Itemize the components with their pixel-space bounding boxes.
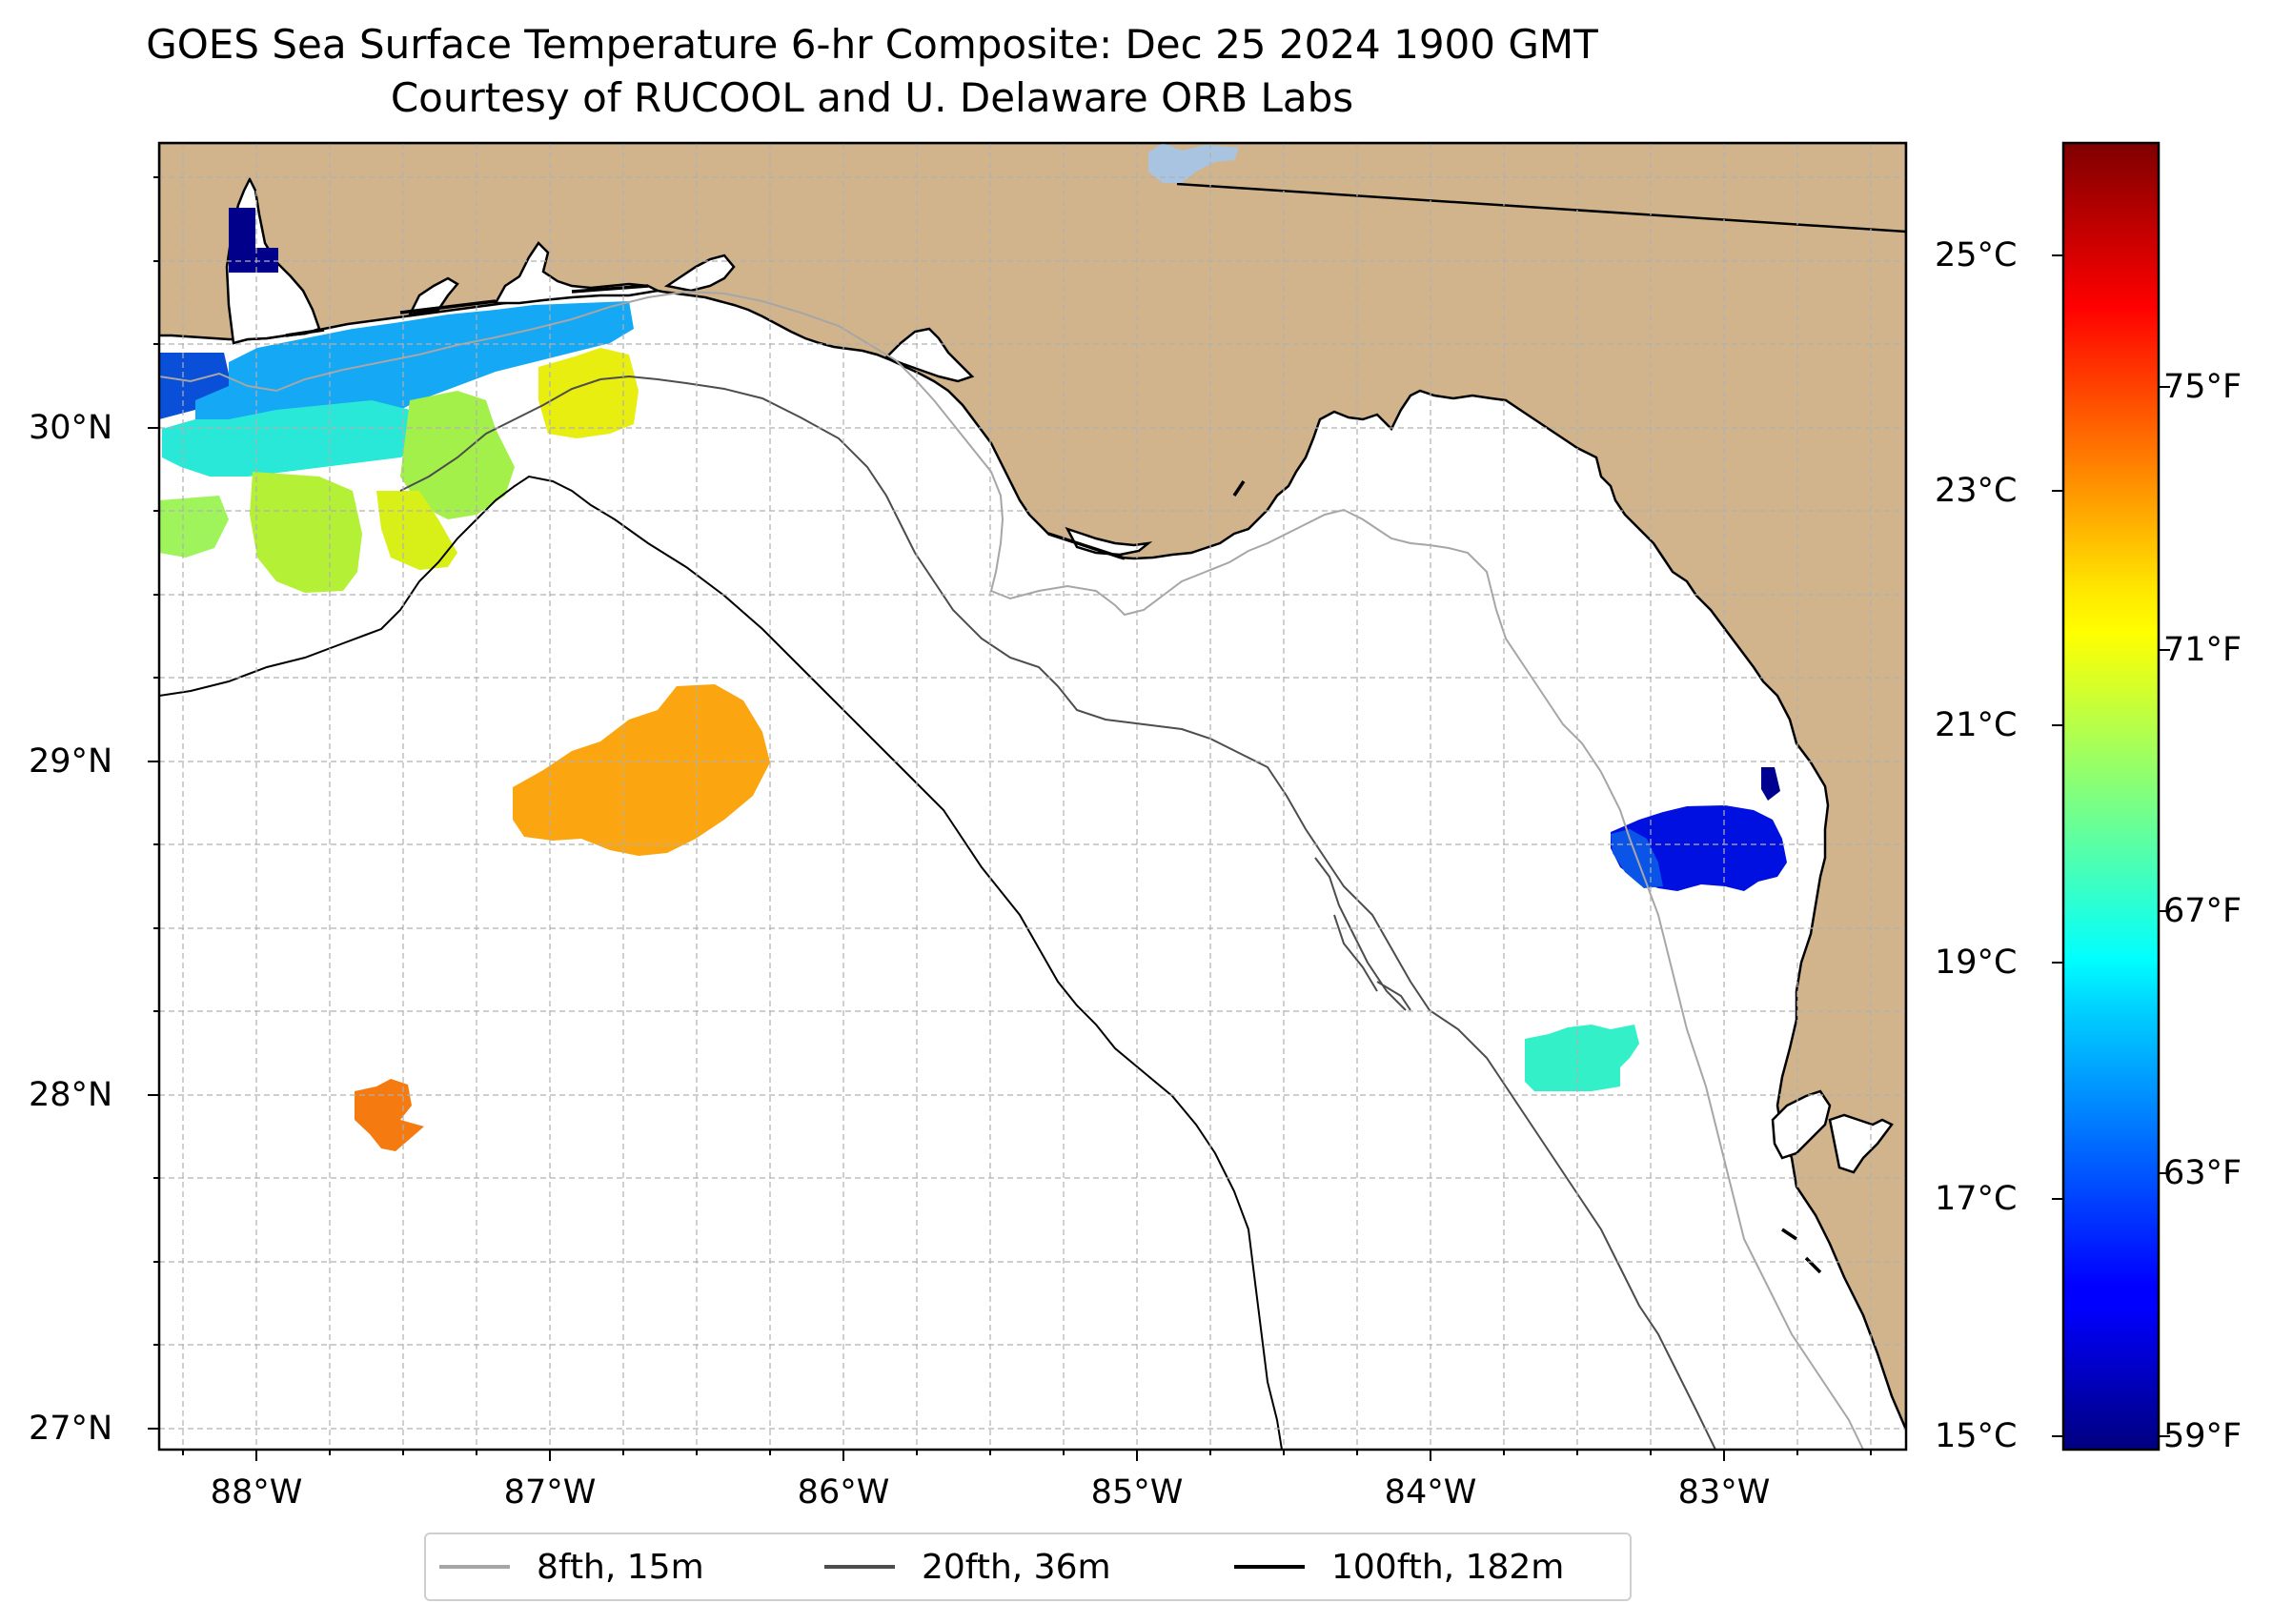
legend-item-8fth: 8fth, 15m	[439, 1534, 704, 1599]
apalachicola-bay	[883, 327, 975, 383]
colorbar-celsius-label: 15°C	[1935, 1417, 2018, 1455]
axis-ticks	[148, 176, 1872, 1461]
legend-swatch	[1234, 1565, 1305, 1569]
colorbar-celsius-label: 21°C	[1935, 706, 2018, 744]
sst-patch-cold-speck	[1761, 767, 1780, 801]
lon-tick-label: 85°W	[1090, 1473, 1184, 1512]
colorbar-celsius-label: 19°C	[1935, 944, 2018, 982]
chart-title: GOES Sea Surface Temperature 6-hr Compos…	[146, 21, 1598, 68]
colorbar-celsius-label: 23°C	[1935, 472, 2018, 510]
sst-patch-yellow-south	[376, 491, 457, 570]
legend-label: 8fth, 15m	[537, 1547, 704, 1587]
state-boundary	[1176, 182, 1906, 233]
chart-subtitle: Courtesy of RUCOOL and U. Delaware ORB L…	[390, 74, 1354, 121]
legend-swatch	[439, 1565, 510, 1569]
colorbar	[2061, 141, 2161, 1451]
contour-legend: 8fth, 15m 20fth, 36m 100fth, 182m	[424, 1533, 1632, 1601]
st-andrew-bay	[663, 254, 736, 293]
sst-patch-yellow-east	[538, 348, 639, 438]
lat-tick-label: 28°N	[29, 1076, 113, 1114]
sst-patch-mobile-bay-cold	[229, 208, 278, 273]
colorbar-celsius-label: 25°C	[1935, 236, 2018, 274]
colorbar-fahrenheit-label: 59°F	[2163, 1417, 2242, 1455]
lon-tick-label: 84°W	[1384, 1473, 1477, 1512]
apalachee-bay-coast	[1065, 526, 1153, 557]
colorbar-fahrenheit-label: 75°F	[2163, 368, 2242, 406]
contour-8fth	[159, 290, 1864, 1450]
lat-tick-label: 27°N	[29, 1410, 113, 1448]
sst-patch-nw-blue	[159, 353, 257, 419]
sst-patch-orange-small	[355, 1079, 424, 1151]
lon-tick-label: 88°W	[210, 1473, 303, 1512]
lat-tick-label: 29°N	[29, 742, 113, 781]
colorbar-ticks	[2052, 254, 2170, 1437]
colorbar-fahrenheit-label: 63°F	[2163, 1154, 2242, 1192]
colorbar-fahrenheit-label: 67°F	[2163, 892, 2242, 930]
sst-patch-aqua	[1525, 1025, 1639, 1091]
lat-tick-label: 30°N	[29, 409, 113, 447]
lon-tick-label: 86°W	[797, 1473, 890, 1512]
legend-label: 20fth, 36m	[922, 1547, 1111, 1587]
map-gridlines	[159, 143, 1906, 1450]
sst-patch-green	[400, 391, 515, 519]
legend-item-100fth: 100fth, 182m	[1234, 1534, 1564, 1599]
legend-label: 100fth, 182m	[1331, 1547, 1565, 1587]
legend-swatch	[824, 1565, 895, 1569]
contour-20fth-islands	[1314, 857, 1411, 1011]
legend-item-20fth: 20fth, 36m	[824, 1534, 1111, 1599]
lake-seminole	[1148, 143, 1239, 183]
tampa-bay-2	[1828, 1113, 1894, 1174]
sst-patch-green-south	[250, 472, 362, 593]
lon-tick-label: 83°W	[1677, 1473, 1771, 1512]
map-frame	[157, 141, 1908, 1451]
sst-patch-cyan	[162, 400, 438, 477]
tampa-bay	[1771, 1089, 1832, 1160]
barrier-islands	[285, 284, 1822, 1274]
colorbar-fahrenheit-label: 71°F	[2163, 631, 2242, 669]
sst-patch-orange-large	[513, 684, 770, 856]
colorbar-celsius-label: 17°C	[1935, 1180, 2018, 1218]
contour-20fth	[399, 375, 1716, 1450]
lon-tick-label: 87°W	[503, 1473, 597, 1512]
